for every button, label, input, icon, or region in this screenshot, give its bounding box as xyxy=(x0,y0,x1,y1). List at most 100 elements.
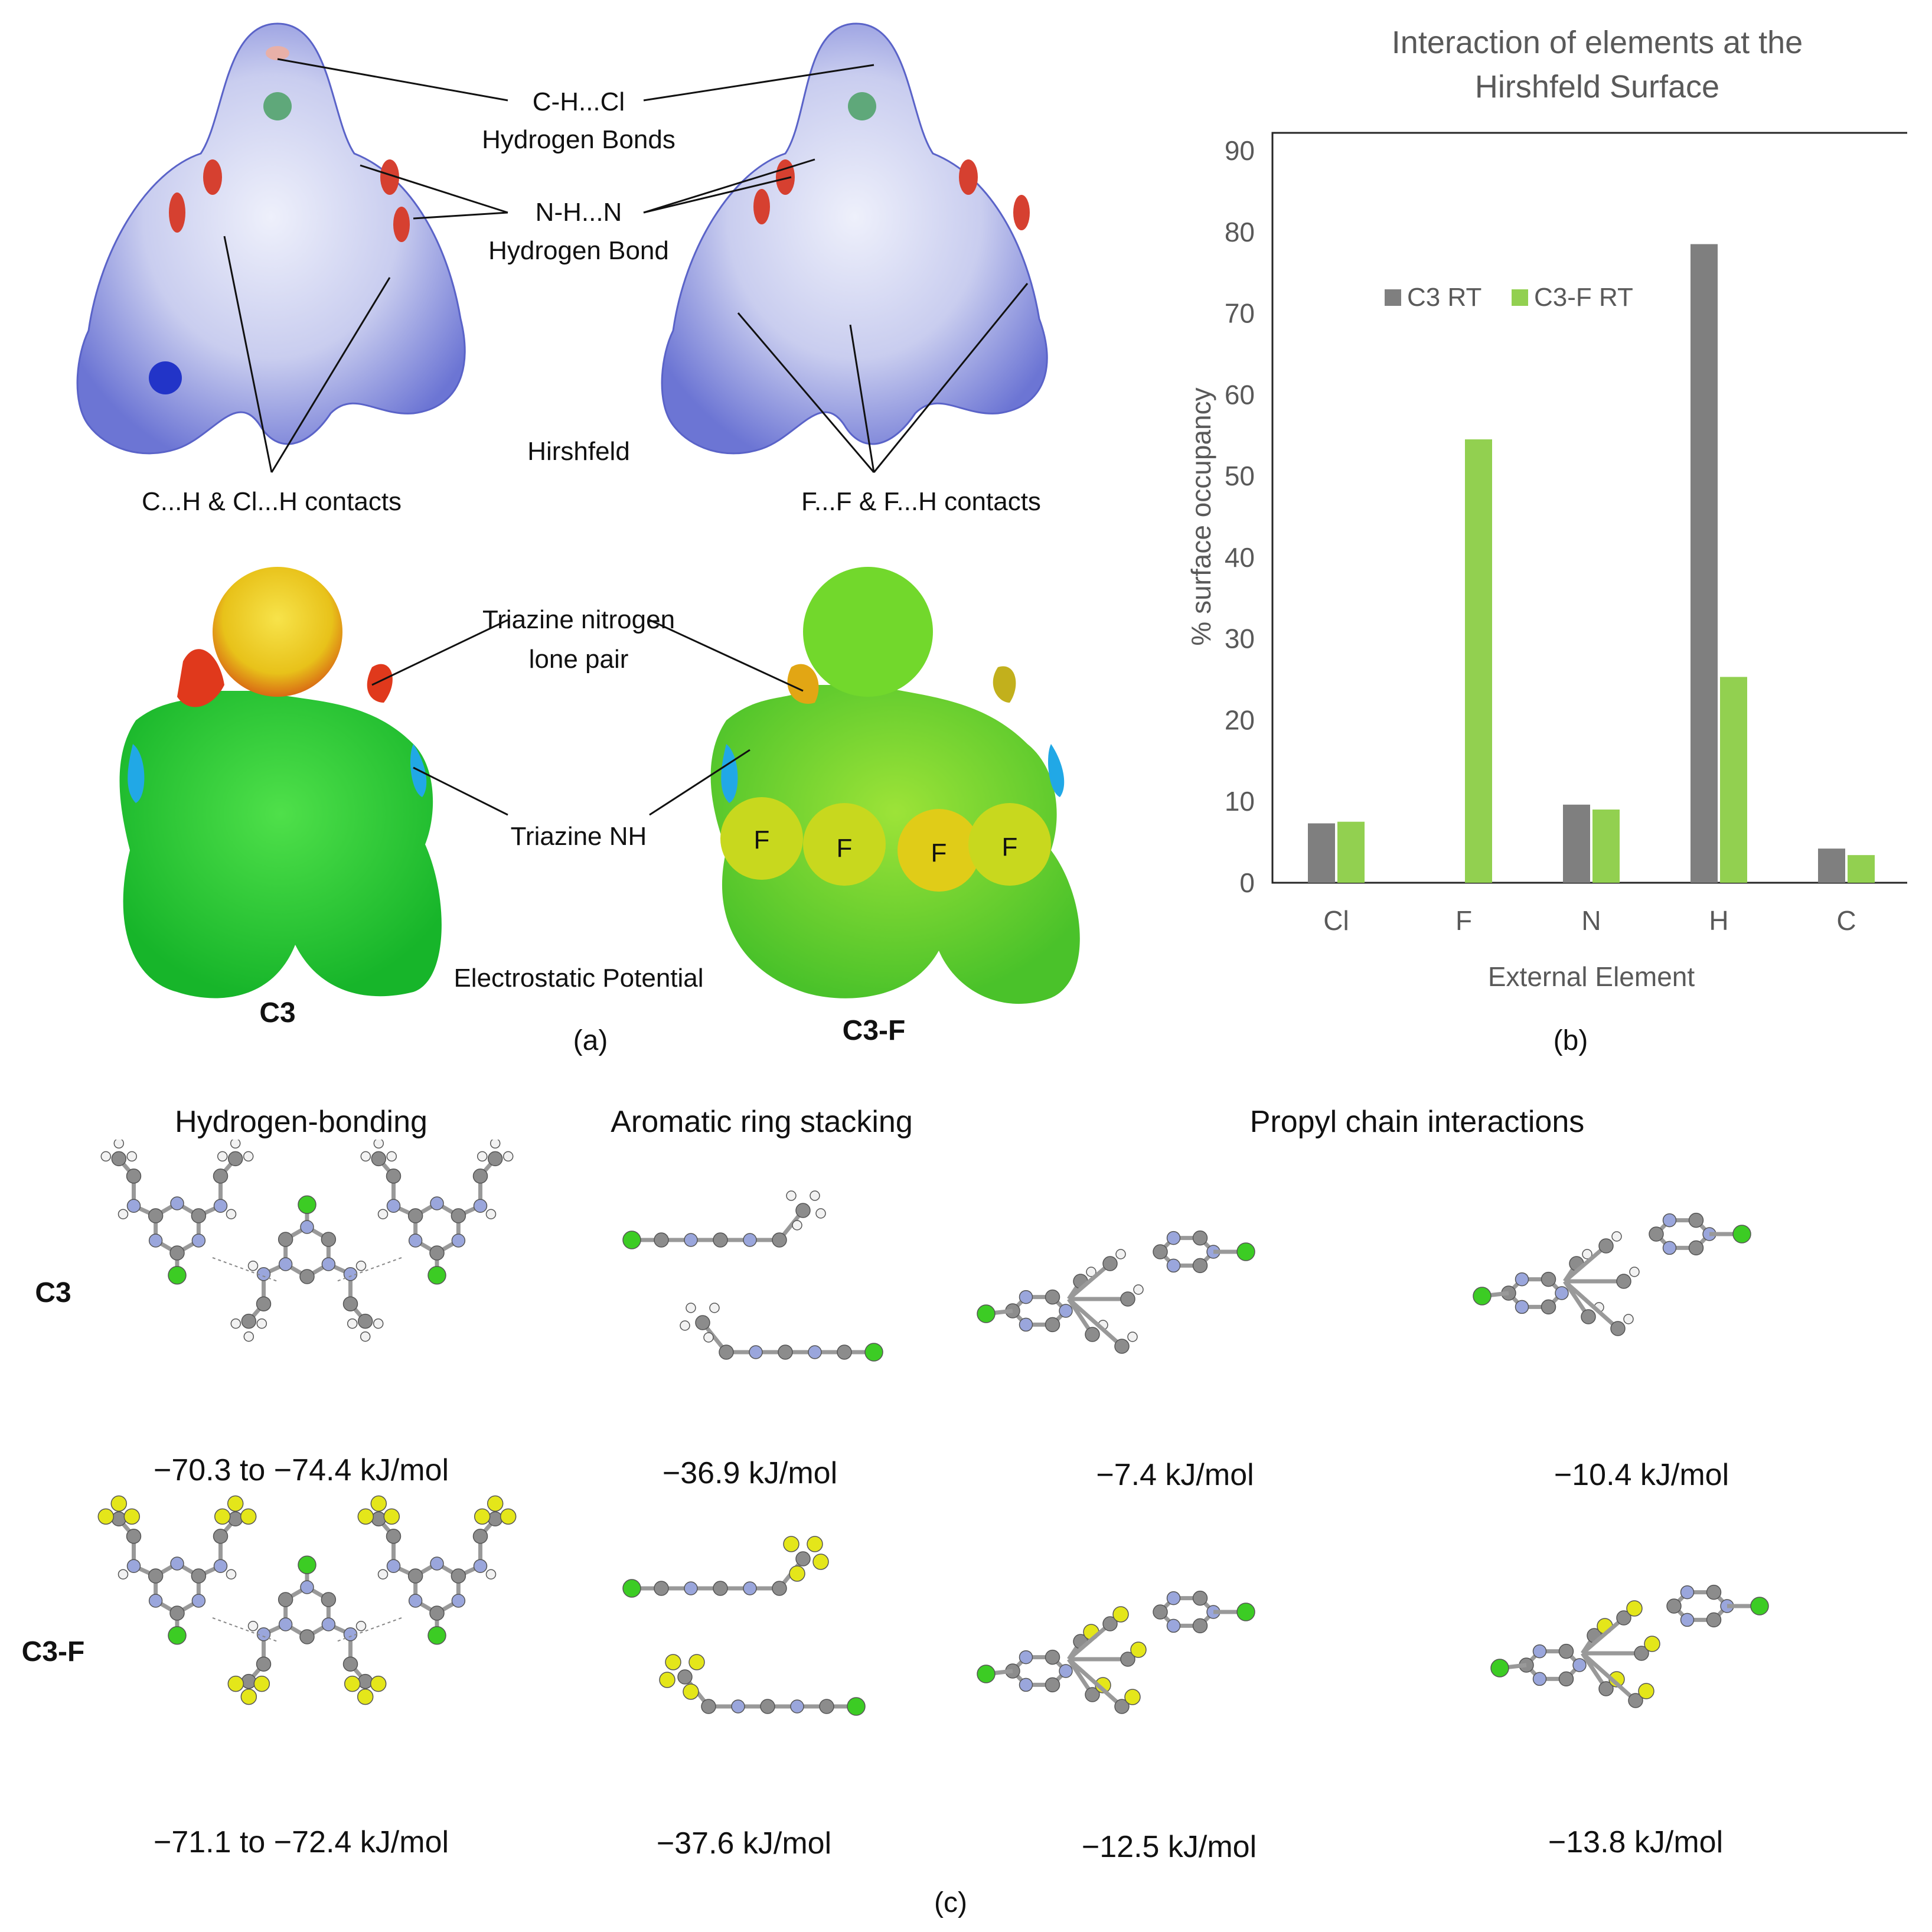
nitrogen-atom xyxy=(1059,1304,1073,1318)
energy-c3f-propyl-2: −13.8 kJ/mol xyxy=(1548,1825,1724,1859)
carbon-atom xyxy=(429,1245,445,1261)
y-tick-label: 10 xyxy=(1225,786,1255,817)
fluorine-atom xyxy=(1112,1606,1129,1623)
nitrogen-atom xyxy=(731,1699,745,1714)
energy-c3f-propyl-1: −12.5 kJ/mol xyxy=(1081,1830,1257,1864)
carbon-atom xyxy=(342,1296,358,1311)
chlorine-atom xyxy=(1473,1287,1492,1306)
carbon-atom xyxy=(1045,1289,1060,1305)
plot-area-border xyxy=(1271,132,1907,884)
header-propyl-chain: Propyl chain interactions xyxy=(1249,1105,1585,1139)
covalent-bond xyxy=(1563,1280,1620,1330)
hydrogen-atom xyxy=(113,1140,125,1149)
nitrogen-atom xyxy=(1166,1618,1181,1633)
carbon-atom xyxy=(451,1568,466,1584)
fluorine-atom xyxy=(1644,1636,1660,1652)
carbon-atom xyxy=(472,1169,488,1184)
nitrogen-atom xyxy=(684,1233,698,1247)
hydrogen-atom xyxy=(256,1318,267,1329)
covalent-bond xyxy=(1067,1297,1124,1348)
nitrogen-atom xyxy=(278,1617,293,1631)
y-tick-label: 20 xyxy=(1225,704,1255,735)
nitrogen-atom xyxy=(749,1345,763,1359)
carbon-atom xyxy=(713,1581,728,1596)
header-aromatic-stacking: Aromatic ring stacking xyxy=(611,1105,913,1139)
hydrogen-atom xyxy=(1623,1314,1634,1324)
hydrogen-atom xyxy=(680,1320,690,1331)
nitrogen-atom xyxy=(1019,1650,1033,1665)
hydrogen-atom xyxy=(703,1332,714,1343)
carbon-atom xyxy=(321,1592,337,1607)
hydrogen-atom xyxy=(489,1140,501,1149)
carbon-atom xyxy=(227,1151,243,1167)
hydrogen-atom xyxy=(815,1208,826,1219)
hydrogen-atom xyxy=(502,1151,514,1162)
carbon-atom xyxy=(256,1296,272,1311)
hydrogen-atom xyxy=(1127,1331,1138,1342)
fluorine-atom xyxy=(97,1508,115,1525)
y-tick-label: 30 xyxy=(1225,624,1255,654)
annotation-nhn-line2: Hydrogen Bond xyxy=(488,236,669,265)
nitrogen-atom xyxy=(1532,1644,1547,1659)
chart-xlabel: External Element xyxy=(1488,961,1695,992)
carbon-atom xyxy=(1649,1226,1664,1242)
fluorine-atom xyxy=(659,1672,675,1688)
esp-annotation-lines xyxy=(371,619,804,816)
covalent-bond xyxy=(1067,1657,1124,1708)
fluorine-atom xyxy=(807,1536,823,1552)
carbon-atom xyxy=(1616,1610,1631,1626)
carbon-atom xyxy=(321,1232,337,1247)
hydrogen-atom xyxy=(810,1190,820,1201)
carbon-atom xyxy=(386,1169,402,1184)
carbon-atom xyxy=(1085,1687,1100,1702)
nitrogen-atom xyxy=(213,1199,228,1213)
nitrogen-atom xyxy=(386,1559,401,1573)
fluorine-atom xyxy=(240,1688,257,1705)
hydrogen-atom xyxy=(373,1318,384,1329)
chlorine-atom xyxy=(622,1579,641,1598)
fluorine-atom xyxy=(683,1683,699,1700)
bar-c3-rt-c xyxy=(1818,848,1845,883)
fluorine-atom xyxy=(1130,1641,1147,1658)
carbon-atom xyxy=(371,1511,387,1527)
stacking-pair-c3f xyxy=(622,1536,866,1716)
hydrogen-atom xyxy=(118,1569,129,1579)
chlorine-atom xyxy=(847,1697,866,1716)
energy-c3-hbond: −70.3 to −74.4 kJ/mol xyxy=(153,1453,449,1487)
fluorine-atom xyxy=(357,1508,374,1525)
chlorine-atom xyxy=(1732,1225,1751,1244)
nitrogen-atom xyxy=(300,1220,314,1234)
hydrogen-atom xyxy=(786,1190,797,1201)
carbon-atom xyxy=(111,1151,127,1167)
chart-title-line2: Hirshfeld Surface xyxy=(1475,69,1719,105)
fluorine-atom xyxy=(344,1675,361,1692)
nitrogen-atom xyxy=(1166,1591,1181,1605)
hydrogen-atom xyxy=(377,1209,389,1219)
fluorine-atom xyxy=(789,1565,805,1582)
nitrogen-atom xyxy=(1680,1585,1695,1600)
carbon-atom xyxy=(1666,1598,1682,1614)
carbon-atom xyxy=(677,1669,693,1685)
carbon-atom xyxy=(1120,1291,1135,1307)
nitrogen-atom xyxy=(300,1580,314,1594)
nitrogen-atom xyxy=(743,1233,757,1247)
hydrogen-atom xyxy=(355,1621,367,1631)
carbon-atom xyxy=(241,1313,257,1329)
nitrogen-atom xyxy=(1532,1672,1547,1686)
hirshfeld-annotation-lines xyxy=(223,58,1029,473)
hydrogen-atom xyxy=(1629,1267,1640,1277)
carbon-atom xyxy=(701,1699,716,1714)
covalent-bond xyxy=(1067,1622,1112,1661)
carbon-atom xyxy=(1688,1212,1704,1228)
carbon-atom xyxy=(299,1269,315,1284)
nitrogen-atom xyxy=(321,1617,336,1631)
row-label-c3f: C3-F xyxy=(21,1636,85,1667)
carbon-atom xyxy=(1634,1646,1649,1661)
fluorine-atom xyxy=(370,1675,387,1692)
chlorine-atom xyxy=(1490,1659,1509,1678)
carbon-atom xyxy=(1610,1321,1626,1336)
bar-c3-rt-n xyxy=(1563,804,1590,883)
carbon-atom xyxy=(278,1592,293,1607)
nitrogen-atom xyxy=(684,1581,698,1595)
fluorine-atom xyxy=(253,1675,270,1692)
